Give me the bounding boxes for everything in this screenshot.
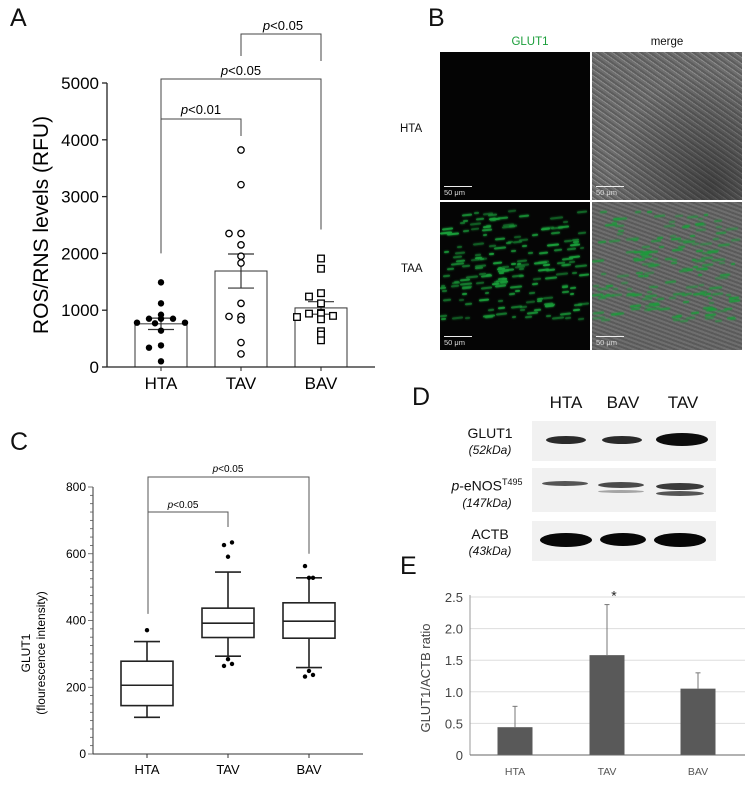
- scale-bar: 50 μm: [596, 186, 624, 197]
- svg-text:0: 0: [79, 747, 86, 761]
- panel-c-box-plot: 0 200 400 600 800 HTA TAV BAV p<0.05 p<0.05 GLU…: [19, 464, 363, 777]
- svg-text:p<0.05: p<0.05: [220, 63, 261, 78]
- svg-text:600: 600: [66, 547, 86, 561]
- scale-bar: 50 μm: [444, 186, 472, 197]
- x-axis: HTA TAV BAV: [470, 754, 745, 778]
- svg-text:BAV: BAV: [305, 374, 338, 393]
- svg-text:BAV: BAV: [296, 762, 321, 777]
- panel-letter-a: A: [10, 4, 27, 32]
- svg-text:1.0: 1.0: [445, 685, 463, 700]
- blot-p-enos: [532, 468, 716, 512]
- micrograph-taa-glut1: 50 μm: [440, 202, 590, 350]
- svg-text:p<0.05: p<0.05: [262, 18, 303, 33]
- svg-text:TAV: TAV: [226, 374, 257, 393]
- boxes: [120, 540, 336, 719]
- svg-text:200: 200: [66, 680, 86, 694]
- wb-label-actb: ACTB (43kDa): [468, 526, 512, 558]
- y-axis-label: GLUT1/ACTB ratio: [418, 623, 433, 732]
- panel-letter-c: C: [10, 428, 29, 456]
- scale-bar: 50 μm: [444, 336, 472, 347]
- svg-text:5000: 5000: [61, 74, 99, 93]
- x-axis: HTA TAV BAV: [93, 753, 363, 777]
- panel-letter-b: B: [428, 4, 445, 32]
- blot-actb: [532, 521, 716, 561]
- svg-text:HTA: HTA: [145, 374, 178, 393]
- lane-label-bav: BAV: [606, 393, 640, 412]
- svg-text:2.5: 2.5: [445, 590, 463, 605]
- svg-text:0: 0: [90, 358, 99, 377]
- y-axis: 0 200 400 600 800: [66, 480, 94, 761]
- col-header-glut1: GLUT1: [511, 36, 549, 48]
- y-axis: 0 1000 2000 3000 4000 5000: [61, 74, 108, 377]
- svg-text:TAV: TAV: [216, 762, 240, 777]
- wb-label-p-enos: p-eNOST495 (147kDa): [451, 477, 523, 510]
- x-axis: HTA TAV BAV: [107, 366, 375, 393]
- svg-text:0.5: 0.5: [445, 716, 463, 731]
- blot-glut1: [532, 421, 716, 461]
- y-axis-label-units: (flourescence intensity): [34, 591, 48, 714]
- y-axis-label: GLUT1: [19, 633, 33, 672]
- row-label-taa: TAA: [401, 263, 423, 275]
- svg-text:BAV: BAV: [688, 766, 708, 778]
- panel-e-bar-chart: 0 0.5 1.0 1.5 2.0 2.5 * HTA TAV BAV GLUT1/ACTB …: [418, 588, 745, 778]
- svg-text:4000: 4000: [61, 131, 99, 150]
- svg-text:800: 800: [66, 480, 86, 494]
- significance-brackets: p<0.05 p<0.05: [147, 464, 310, 614]
- svg-text:*: *: [611, 588, 617, 604]
- row-label-hta: HTA: [400, 123, 423, 135]
- micrograph-hta-merge: 50 μm: [592, 52, 742, 200]
- panel-letter-e: E: [400, 552, 417, 580]
- svg-text:1000: 1000: [61, 301, 99, 320]
- y-axis: 0 0.5 1.0 1.5 2.0 2.5: [445, 590, 471, 763]
- svg-text:p<0.01: p<0.01: [180, 102, 221, 117]
- svg-text:HTA: HTA: [505, 766, 525, 778]
- col-header-merge: merge: [650, 36, 684, 48]
- svg-text:HTA: HTA: [134, 762, 159, 777]
- lane-label-hta: HTA: [549, 393, 583, 412]
- lane-label-tav: TAV: [667, 393, 699, 412]
- significance-brackets: p<0.01 p<0.05 p<0.05: [160, 18, 322, 254]
- svg-text:TAV: TAV: [598, 766, 617, 778]
- wb-label-glut1: GLUT1 (52kDa): [467, 425, 513, 457]
- svg-text:0: 0: [456, 748, 463, 763]
- bars: [134, 253, 348, 368]
- svg-text:2000: 2000: [61, 244, 99, 263]
- svg-text:1.5: 1.5: [445, 653, 463, 668]
- scale-bar: 50 μm: [596, 336, 624, 347]
- data-points: [133, 146, 337, 365]
- svg-text:400: 400: [66, 614, 86, 628]
- micrograph-taa-merge: 50 μm: [592, 202, 742, 350]
- y-axis-label: ROS/RNS levels (RFU): [30, 116, 53, 334]
- svg-text:p<0.05: p<0.05: [212, 464, 244, 475]
- panel-letter-d: D: [412, 383, 431, 411]
- micrograph-hta-glut1: 50 μm: [440, 52, 590, 200]
- svg-text:2.0: 2.0: [445, 622, 463, 637]
- bars: *: [497, 588, 716, 755]
- svg-text:3000: 3000: [61, 188, 99, 207]
- svg-text:p<0.05: p<0.05: [167, 500, 199, 511]
